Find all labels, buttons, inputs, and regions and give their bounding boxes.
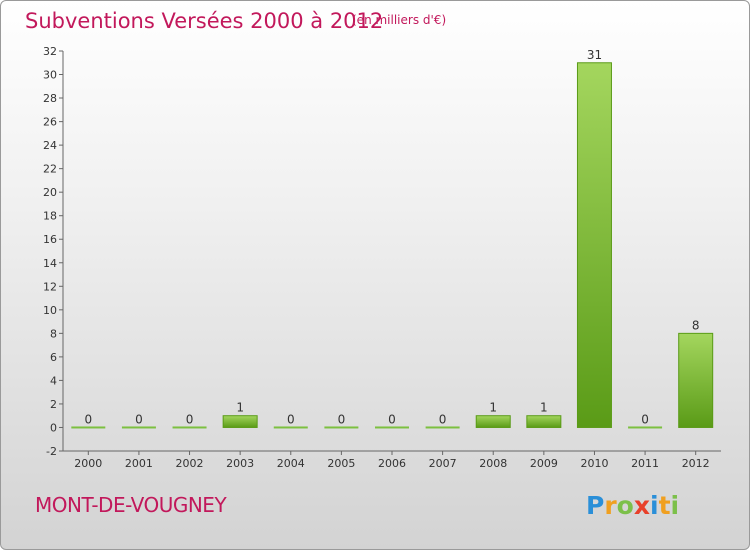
bar-value-label: 1 (540, 401, 548, 415)
commune-name: MONT-DE-VOUGNEY (35, 493, 227, 517)
y-tick-label: 20 (43, 186, 57, 199)
logo-letter: t (658, 491, 671, 520)
y-tick-label: 0 (50, 421, 57, 434)
bar-value-label: 0 (186, 412, 194, 426)
y-tick-label: 28 (43, 92, 57, 105)
bar (222, 415, 258, 428)
x-tick-label: 2001 (125, 457, 153, 470)
bar (576, 62, 612, 428)
proxiti-logo: Proxiti (586, 491, 679, 520)
logo-letter: i (650, 491, 659, 520)
y-tick-label: 4 (50, 374, 57, 387)
y-tick-label: 32 (43, 45, 57, 58)
bar (121, 426, 156, 429)
y-tick-label: 8 (50, 327, 57, 340)
x-tick-label: 2005 (327, 457, 355, 470)
bar (375, 426, 409, 429)
bar-value-label: 0 (641, 412, 649, 426)
bar-value-label: 0 (338, 412, 346, 426)
y-tick-label: 30 (43, 69, 57, 82)
x-tick-label: 2008 (479, 457, 507, 470)
x-tick-label: 2009 (530, 457, 558, 470)
bar-value-label: 0 (388, 412, 396, 426)
bar-value-label: 1 (236, 401, 244, 415)
bar (526, 415, 562, 428)
logo-letter: x (633, 491, 650, 520)
logo-letter: o (616, 491, 634, 520)
bar (172, 426, 207, 429)
y-tick-label: 18 (43, 210, 57, 223)
bar-value-label: 8 (692, 318, 700, 332)
x-tick-label: 2011 (631, 457, 659, 470)
bar-value-label: 1 (489, 401, 497, 415)
bar (425, 426, 460, 429)
y-tick-label: -2 (46, 445, 57, 458)
y-tick-label: 16 (43, 233, 57, 246)
y-tick-label: 22 (43, 163, 57, 176)
y-tick-label: 24 (43, 139, 57, 152)
x-tick-label: 2012 (682, 457, 710, 470)
bar-value-label: 0 (84, 412, 92, 426)
logo-letter: r (604, 491, 617, 520)
y-tick-label: 6 (50, 351, 57, 364)
chart-title: Subventions Versées 2000 à 2012 (25, 9, 384, 33)
bar (324, 426, 359, 429)
bar (678, 332, 714, 428)
bar (273, 426, 308, 429)
y-tick-label: 12 (43, 280, 57, 293)
chart-unit-note: (en milliers d'€) (352, 13, 447, 27)
y-tick-label: 14 (43, 257, 57, 270)
x-tick-label: 2002 (176, 457, 204, 470)
x-tick-label: 2004 (277, 457, 305, 470)
x-tick-label: 2006 (378, 457, 406, 470)
y-tick-label: 10 (43, 304, 57, 317)
bar-value-label: 31 (587, 48, 602, 62)
y-tick-label: 2 (50, 398, 57, 411)
logo-letter: i (670, 491, 680, 520)
x-tick-label: 2007 (429, 457, 457, 470)
x-tick-label: 2003 (226, 457, 254, 470)
bar (71, 426, 106, 429)
bar-value-label: 0 (439, 412, 447, 426)
bar (628, 426, 663, 429)
x-tick-label: 2010 (580, 457, 608, 470)
bar-value-label: 0 (135, 412, 143, 426)
y-tick-label: 26 (43, 116, 57, 129)
logo-letter: P (586, 491, 605, 520)
bar-value-label: 0 (287, 412, 295, 426)
bar (475, 415, 511, 428)
x-tick-label: 2000 (74, 457, 102, 470)
